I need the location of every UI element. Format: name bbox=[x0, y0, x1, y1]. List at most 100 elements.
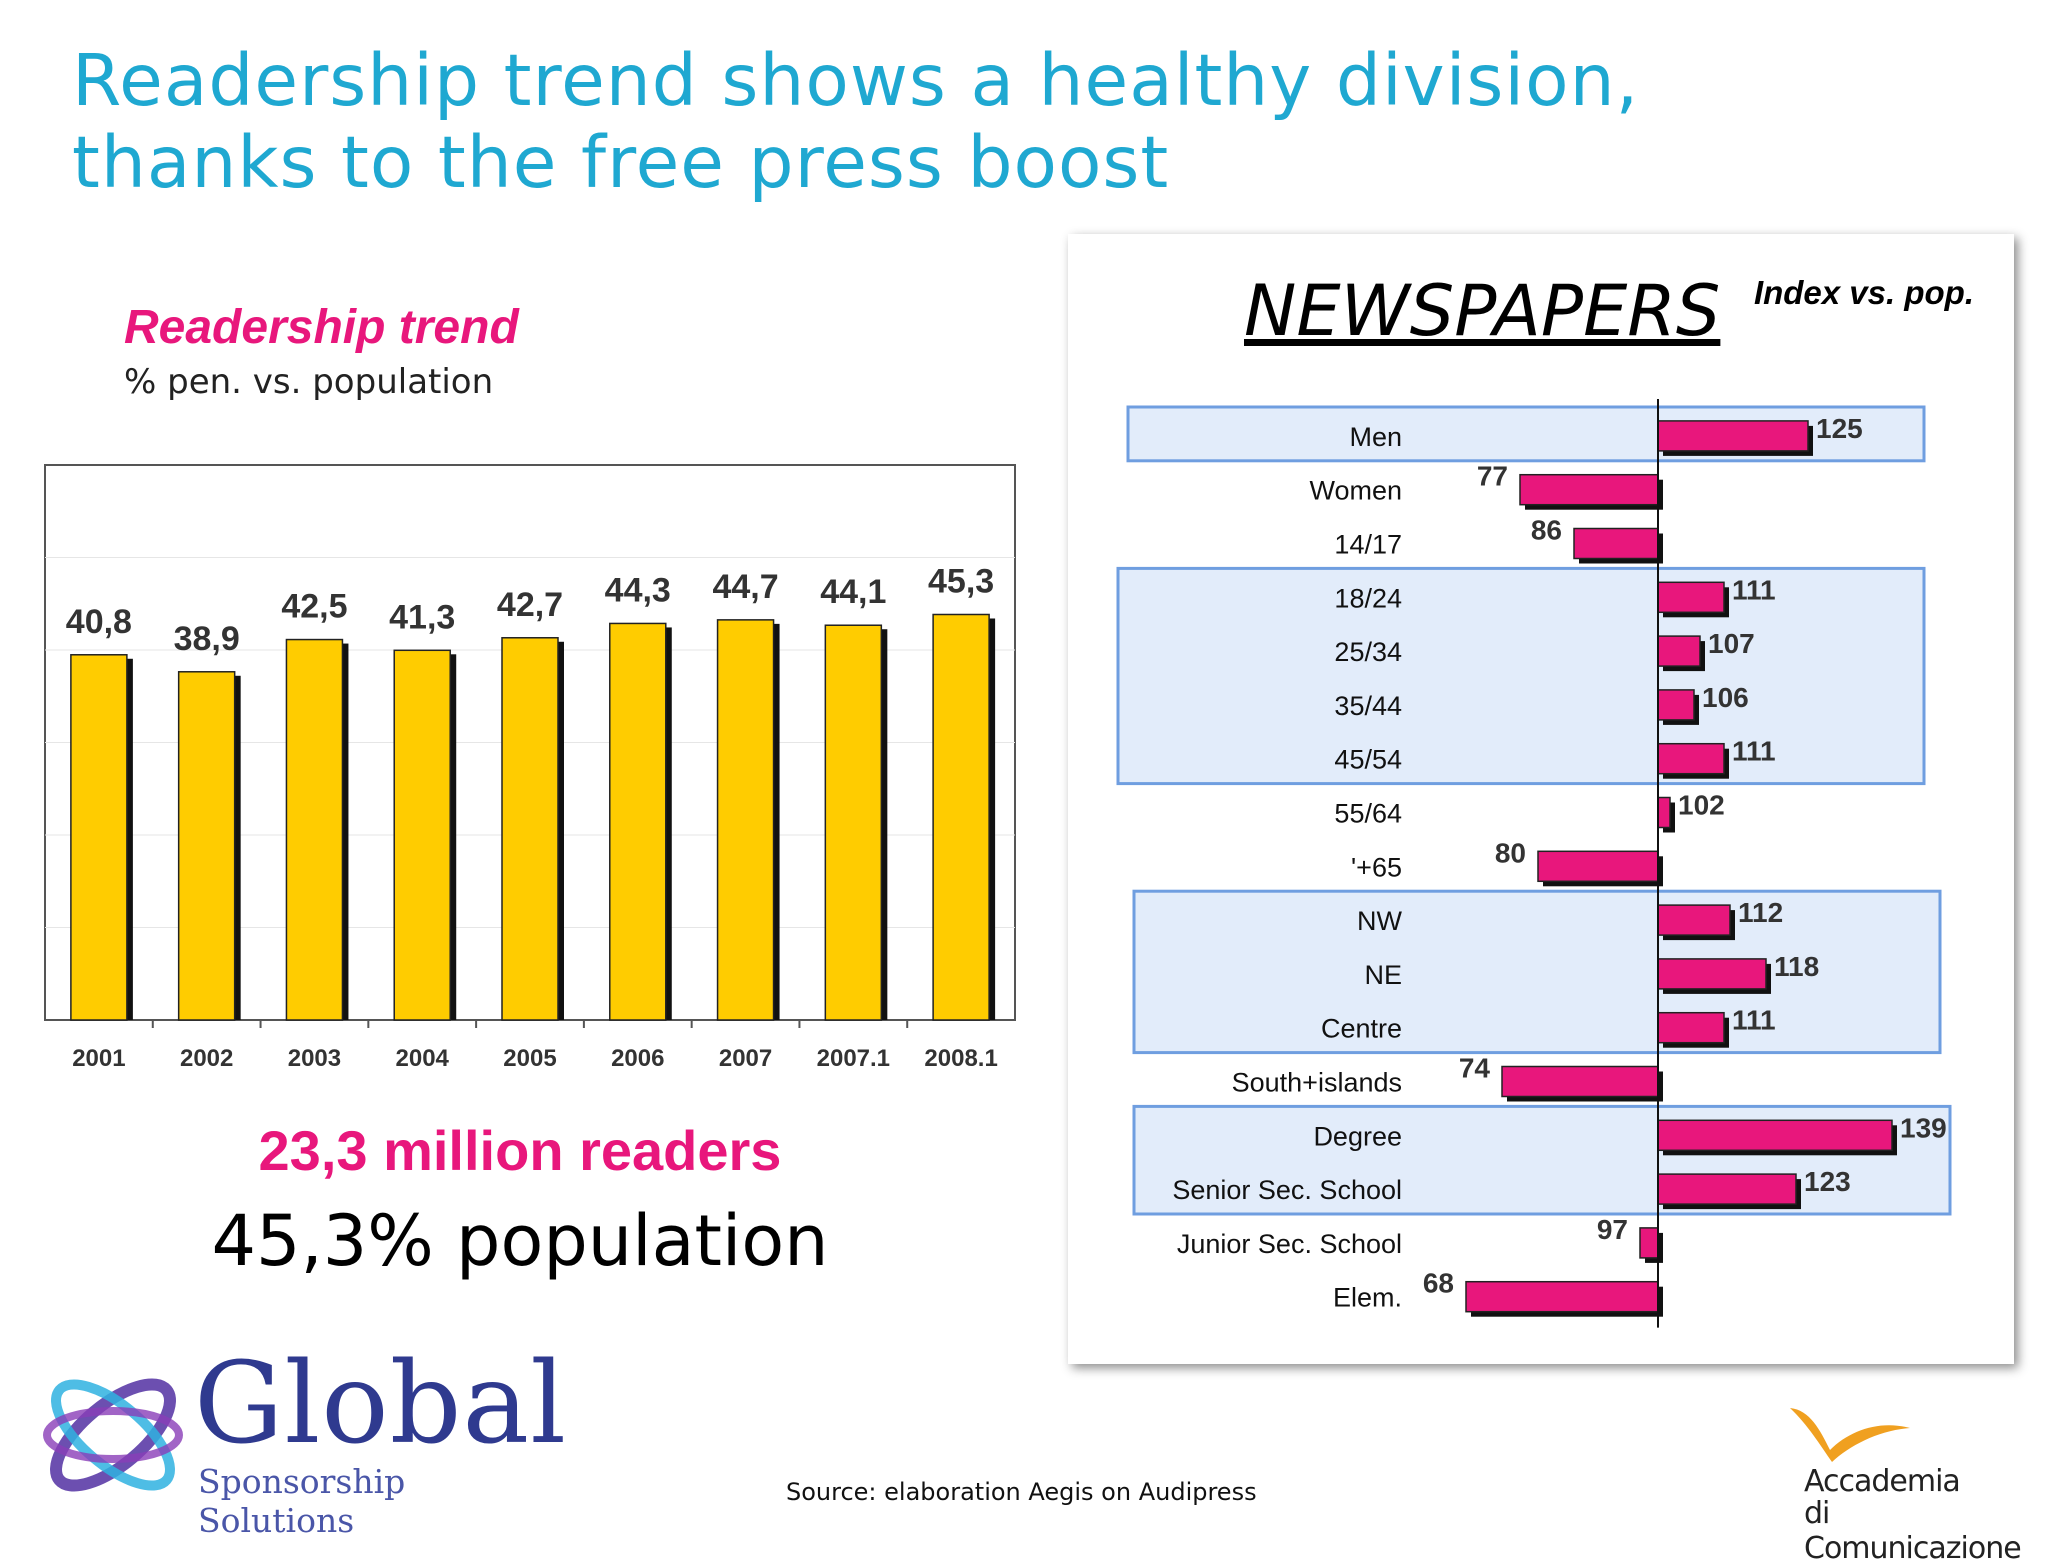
accademia-line1: Accademia bbox=[1804, 1464, 1961, 1499]
index-bar bbox=[1657, 742, 1725, 775]
index-category-label: 18/24 bbox=[1334, 583, 1402, 613]
orbit-logo-icon bbox=[43, 1378, 183, 1492]
index-category-label: South+islands bbox=[1232, 1068, 1402, 1098]
index-value-label: 123 bbox=[1804, 1166, 1851, 1197]
population-share: 45,3% population bbox=[211, 1200, 829, 1282]
x-tick-label: 2005 bbox=[503, 1045, 556, 1072]
highlight-group-box bbox=[1132, 1104, 1952, 1216]
index-category-label: 25/34 bbox=[1334, 637, 1402, 667]
bar-value-label: 41,3 bbox=[389, 598, 455, 636]
x-tick-label: 2001 bbox=[72, 1045, 125, 1072]
index-category-label: Degree bbox=[1313, 1121, 1402, 1151]
index-bar bbox=[1657, 958, 1767, 990]
bar bbox=[932, 613, 990, 1021]
readers-total: 23,3 million readers bbox=[258, 1119, 782, 1182]
bar-value-label: 40,8 bbox=[66, 603, 132, 641]
index-bar bbox=[1657, 1173, 1797, 1205]
bar bbox=[70, 654, 128, 1021]
index-value-label: 112 bbox=[1738, 897, 1783, 928]
global-logo-word: Global bbox=[194, 1339, 568, 1469]
index-bar bbox=[1657, 420, 1809, 452]
index-value-label: 111 bbox=[1732, 736, 1776, 767]
index-category-label: Junior Sec. School bbox=[1177, 1229, 1402, 1259]
bar-value-label: 44,1 bbox=[820, 573, 886, 611]
highlight-group-box bbox=[1132, 889, 1942, 1055]
index-bar bbox=[1537, 850, 1659, 883]
index-bar bbox=[1657, 689, 1695, 721]
bar bbox=[824, 624, 883, 1021]
index-category-label: Elem. bbox=[1333, 1283, 1402, 1313]
index-value-label: 107 bbox=[1708, 628, 1755, 659]
index-category-label: 45/54 bbox=[1334, 745, 1402, 775]
index-category-label: 55/64 bbox=[1334, 799, 1402, 829]
x-tick-label: 2006 bbox=[611, 1045, 664, 1072]
bar bbox=[609, 622, 667, 1021]
index-value-label: 102 bbox=[1678, 790, 1725, 821]
index-bar bbox=[1573, 527, 1659, 560]
index-bar bbox=[1657, 1119, 1893, 1152]
x-tick-label: 2007.1 bbox=[817, 1045, 890, 1072]
bar-value-label: 42,7 bbox=[497, 586, 563, 624]
index-category-label: Senior Sec. School bbox=[1172, 1175, 1402, 1205]
accademia-mark-icon bbox=[1790, 1408, 1910, 1462]
index-category-label: Centre bbox=[1321, 1014, 1402, 1044]
index-value-label: 97 bbox=[1597, 1214, 1628, 1245]
newspapers-title: NEWSPAPERS bbox=[1244, 270, 1721, 352]
bar-value-label: 44,3 bbox=[605, 571, 671, 609]
global-sponsorship-logo: Global Sponsorship Solutions bbox=[28, 1339, 568, 1540]
x-tick-label: 2008.1 bbox=[924, 1045, 997, 1072]
index-category-label: NW bbox=[1357, 906, 1402, 936]
index-bar bbox=[1465, 1280, 1659, 1313]
bar-value-label: 45,3 bbox=[928, 562, 994, 600]
index-category-label: Men bbox=[1349, 422, 1402, 452]
index-value-label: 86 bbox=[1531, 515, 1562, 546]
index-value-label: 125 bbox=[1816, 413, 1863, 444]
readership-bar-chart: 40,8 2001 38,9 2002 42,5 2003 41,3 2004 42,7 2005… bbox=[44, 464, 1016, 1072]
x-tick-label: 2003 bbox=[288, 1045, 341, 1072]
index-value-label: 111 bbox=[1732, 1005, 1776, 1036]
bar bbox=[716, 619, 775, 1021]
index-value-label: 74 bbox=[1459, 1053, 1491, 1084]
index-bar bbox=[1639, 1227, 1659, 1259]
index-label: Index vs. pop. bbox=[1753, 274, 1974, 311]
index-category-label: Women bbox=[1309, 476, 1402, 506]
accademia-logo: Accademia di Comunicazione bbox=[1760, 1400, 2022, 1566]
index-value-label: 106 bbox=[1702, 682, 1749, 713]
accademia-line2: di Comunicazione bbox=[1804, 1496, 2022, 1566]
index-bar bbox=[1501, 1065, 1659, 1098]
index-bar bbox=[1657, 796, 1671, 829]
newspapers-panel: Men 125 Women 77 14/17 86 18/24 111 25/34 107 35/4… bbox=[1068, 234, 2014, 1364]
index-value-label: 118 bbox=[1774, 951, 1819, 982]
bar-value-label: 44,7 bbox=[712, 568, 778, 606]
x-tick-label: 2004 bbox=[396, 1045, 450, 1072]
index-value-label: 77 bbox=[1477, 461, 1508, 492]
index-value-label: 139 bbox=[1900, 1112, 1947, 1143]
index-category-label: '+65 bbox=[1351, 852, 1402, 882]
bar bbox=[501, 637, 559, 1021]
bar bbox=[393, 649, 451, 1021]
index-value-label: 111 bbox=[1732, 574, 1776, 605]
index-bar bbox=[1657, 1011, 1725, 1044]
index-value-label: 80 bbox=[1495, 837, 1526, 868]
bar bbox=[177, 671, 236, 1021]
bar-value-label: 38,9 bbox=[174, 620, 240, 658]
global-logo-tagline: Sponsorship Solutions bbox=[198, 1462, 406, 1540]
index-bar bbox=[1519, 473, 1659, 506]
bar-value-label: 42,5 bbox=[281, 588, 347, 626]
index-category-label: 14/17 bbox=[1334, 530, 1402, 560]
index-bar bbox=[1657, 581, 1725, 614]
index-bar bbox=[1657, 904, 1731, 936]
slide-title: Readership trend shows a healthy divisio… bbox=[72, 39, 1640, 204]
newspapers-index-chart: Men 125 Women 77 14/17 86 18/24 111 25/34 107 35/4… bbox=[1116, 399, 1952, 1328]
source-note: Source: elaboration Aegis on Audipress bbox=[786, 1478, 1257, 1506]
readership-chart-title: Readership trend bbox=[124, 301, 519, 354]
index-bar bbox=[1657, 635, 1701, 667]
highlight-group-box bbox=[1116, 566, 1926, 786]
index-value-label: 68 bbox=[1423, 1268, 1454, 1299]
x-tick-label: 2002 bbox=[180, 1045, 233, 1072]
index-category-label: NE bbox=[1364, 960, 1402, 990]
bar bbox=[285, 638, 344, 1021]
index-category-label: 35/44 bbox=[1334, 691, 1402, 721]
x-tick-label: 2007 bbox=[719, 1045, 772, 1072]
readership-chart-subtitle: % pen. vs. population bbox=[124, 362, 494, 402]
